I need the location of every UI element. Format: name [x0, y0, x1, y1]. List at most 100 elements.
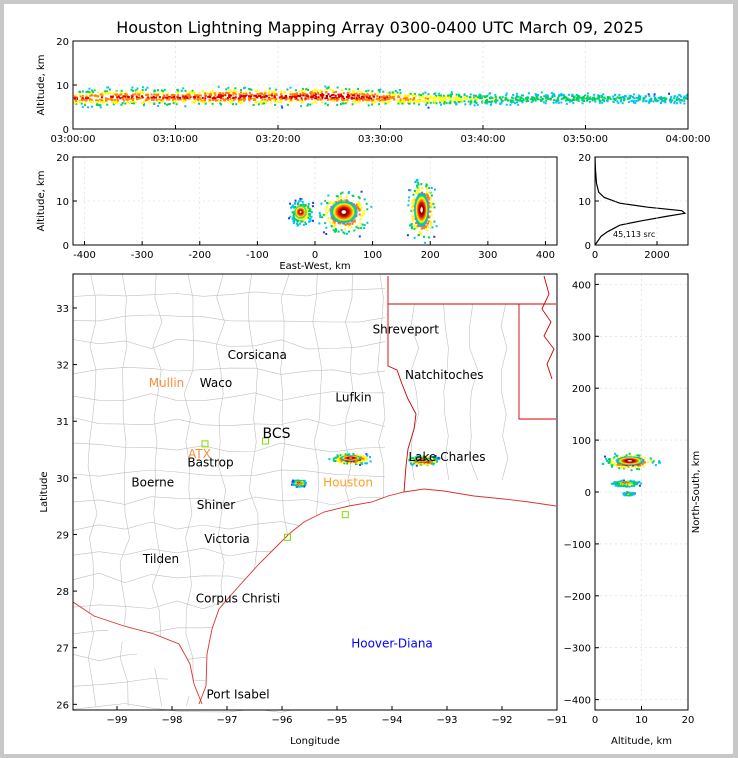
source-pixel: [291, 480, 294, 483]
source-pixel: [447, 94, 450, 97]
source-pixel: [201, 101, 204, 104]
source-pixel: [355, 226, 358, 229]
parish-line: [443, 303, 450, 481]
source-pixel: [418, 462, 421, 465]
source-pixel: [296, 484, 299, 487]
source-pixel: [411, 457, 414, 460]
source-pixel: [365, 202, 368, 205]
source-pixel: [105, 99, 107, 102]
source-pixel: [392, 94, 395, 97]
source-pixel: [370, 99, 373, 102]
source-pixel: [351, 222, 354, 225]
source-pixel: [647, 461, 649, 464]
source-pixel: [371, 101, 374, 104]
x-tick-label: -100: [246, 250, 269, 261]
source-pixel: [391, 96, 394, 99]
source-pixel: [300, 198, 303, 201]
source-pixel: [531, 98, 533, 101]
source-pixel: [341, 454, 344, 457]
source-pixel: [332, 93, 335, 96]
source-pixel: [90, 94, 93, 97]
source-pixel: [93, 89, 96, 92]
source-pixel: [409, 189, 412, 192]
source-pixel: [257, 95, 260, 98]
source-pixel: [427, 194, 429, 197]
source-pixel: [91, 94, 94, 97]
source-pixel: [382, 100, 385, 103]
source-pixel: [411, 94, 414, 97]
source-pixel: [126, 101, 129, 104]
source-pixel: [331, 202, 334, 205]
source-pixel: [273, 91, 276, 93]
source-pixel: [465, 97, 468, 100]
map-lightning-density: [201, 437, 441, 541]
source-pixel: [88, 91, 91, 94]
source-pixel: [427, 93, 430, 96]
y-tick-label: 29: [56, 530, 69, 541]
source-pixel: [412, 458, 415, 461]
source-pixel: [79, 95, 82, 98]
source-pixel: [309, 220, 312, 223]
source-pixel: [316, 89, 319, 92]
source-pixel: [182, 95, 185, 98]
source-pixel: [270, 94, 272, 96]
source-pixel: [322, 231, 325, 234]
source-pixel: [332, 100, 334, 103]
source-pixel: [494, 101, 497, 104]
source-pixel: [443, 100, 446, 103]
source-pixel: [637, 97, 640, 100]
source-pixel: [594, 100, 597, 103]
source-pixel: [257, 103, 260, 106]
x-tick-label: 04:00:00: [666, 134, 711, 145]
source-pixel: [532, 99, 534, 102]
source-pixel: [421, 187, 424, 190]
source-pixel: [632, 482, 635, 485]
x-tick-label: 03:50:00: [563, 134, 608, 145]
storm-cluster: [408, 455, 441, 467]
source-pixel: [263, 100, 266, 103]
x-tick-label: −97: [216, 715, 237, 726]
source-pixel: [252, 104, 255, 106]
source-pixel: [238, 99, 240, 102]
source-pixel: [366, 92, 369, 95]
source-pixel: [177, 98, 180, 101]
source-pixel: [591, 99, 594, 102]
source-pixel: [122, 98, 125, 101]
source-pixel: [343, 99, 346, 101]
time-altitude-frame: [72, 40, 689, 130]
source-pixel: [336, 98, 338, 101]
source-pixel: [410, 462, 413, 465]
source-pixel: [88, 98, 91, 101]
source-pixel: [401, 102, 404, 105]
source-pixel: [101, 93, 104, 96]
source-pixel: [634, 455, 637, 458]
source-pixel: [304, 89, 307, 92]
source-pixel: [301, 98, 303, 101]
source-pixel: [150, 93, 153, 96]
source-pixel: [378, 90, 381, 93]
source-pixel: [670, 95, 673, 98]
source-pixel: [340, 196, 343, 198]
source-pixel: [322, 94, 325, 96]
source-pixel: [368, 97, 371, 100]
source-pixel: [245, 92, 248, 95]
source-pixel: [284, 96, 287, 99]
source-pixel: [347, 93, 349, 96]
source-pixel: [314, 91, 317, 94]
source-pixel: [197, 97, 200, 100]
source-pixel: [209, 96, 212, 99]
source-pixel: [572, 97, 575, 99]
source-pixel: [442, 94, 445, 97]
source-pixel: [320, 90, 323, 93]
source-pixel: [366, 101, 369, 103]
source-pixel: [632, 493, 635, 496]
density-core: [624, 492, 631, 494]
source-pixel: [633, 100, 636, 103]
source-pixel: [74, 96, 77, 98]
source-pixel: [74, 98, 77, 101]
source-pixel: [388, 91, 391, 94]
source-pixel: [371, 90, 374, 93]
source-pixel: [680, 99, 683, 101]
source-pixel: [586, 98, 589, 101]
